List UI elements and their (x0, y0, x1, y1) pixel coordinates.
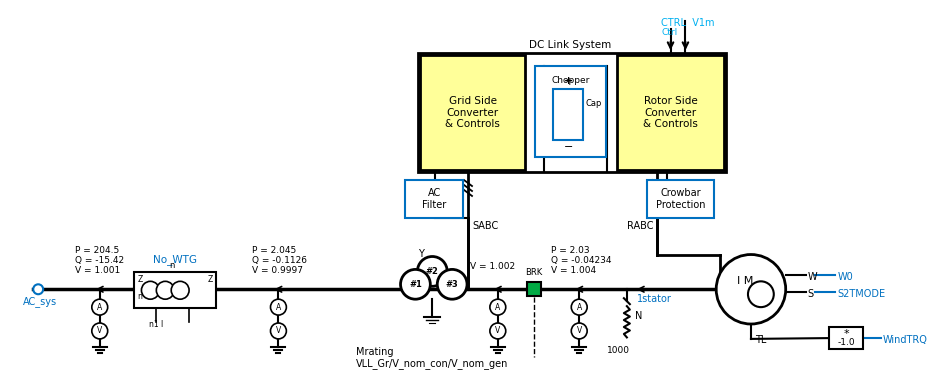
Circle shape (490, 299, 506, 315)
Text: WindTRQ: WindTRQ (883, 335, 928, 345)
Text: Z: Z (208, 276, 213, 284)
Text: A: A (577, 302, 582, 312)
FancyBboxPatch shape (617, 55, 724, 170)
FancyBboxPatch shape (534, 66, 606, 157)
Text: 1stator: 1stator (637, 294, 672, 304)
Text: TL: TL (755, 335, 766, 345)
Text: n1 I: n1 I (149, 320, 164, 329)
Text: +: + (564, 76, 573, 86)
Text: Crowbar
Protection: Crowbar Protection (656, 188, 705, 210)
Text: A: A (495, 302, 500, 312)
FancyBboxPatch shape (406, 180, 464, 218)
Text: #2: #2 (426, 267, 439, 276)
FancyBboxPatch shape (527, 282, 540, 296)
Text: RABC: RABC (627, 221, 654, 231)
Text: Y: Y (418, 249, 424, 258)
FancyBboxPatch shape (553, 89, 583, 140)
Text: #3: #3 (446, 280, 459, 289)
Text: A: A (97, 302, 102, 312)
Circle shape (437, 269, 467, 299)
Text: V: V (97, 326, 102, 336)
Circle shape (748, 281, 774, 307)
Text: AC
Filter: AC Filter (422, 188, 447, 210)
Text: AC_sys: AC_sys (24, 296, 58, 307)
Text: W: W (808, 272, 817, 282)
Text: No_WTG: No_WTG (153, 255, 197, 266)
Text: Chopper: Chopper (552, 76, 589, 85)
Text: Rotor Side
Converter
& Controls: Rotor Side Converter & Controls (643, 96, 698, 129)
Circle shape (156, 281, 174, 299)
Text: #1: #1 (409, 280, 422, 289)
FancyBboxPatch shape (420, 55, 525, 170)
Text: Cap: Cap (586, 99, 602, 108)
Text: −: − (564, 142, 573, 152)
Circle shape (33, 284, 44, 294)
Text: BRK: BRK (525, 268, 542, 277)
Text: DC Link System: DC Link System (529, 40, 611, 50)
Text: I M: I M (737, 276, 753, 286)
Text: Mrating
VLL_Gr/V_nom_con/V_nom_gen: Mrating VLL_Gr/V_nom_con/V_nom_gen (356, 347, 508, 369)
Circle shape (490, 323, 506, 339)
Text: n: n (137, 292, 142, 301)
Text: V: V (276, 326, 281, 336)
Text: A: A (276, 302, 281, 312)
Text: Ctrl: Ctrl (661, 28, 678, 37)
Text: SABC: SABC (472, 221, 499, 231)
Circle shape (142, 281, 159, 299)
Circle shape (271, 323, 287, 339)
Text: V = 1.002: V = 1.002 (470, 263, 516, 271)
Text: Z: Z (137, 276, 143, 284)
Text: CTRL  V1m: CTRL V1m (660, 18, 714, 28)
Text: V: V (577, 326, 582, 336)
Text: V: V (495, 326, 500, 336)
Text: Grid Side
Converter
& Controls: Grid Side Converter & Controls (445, 96, 499, 129)
Circle shape (417, 256, 447, 286)
Text: -1.0: -1.0 (837, 338, 855, 347)
Circle shape (171, 281, 189, 299)
Text: n: n (169, 261, 175, 271)
Text: S2TMODE: S2TMODE (837, 289, 885, 299)
Circle shape (271, 299, 287, 315)
Circle shape (716, 255, 786, 324)
Text: 1000: 1000 (607, 346, 630, 355)
Text: P = 204.5
Q = -15.42
V = 1.001: P = 204.5 Q = -15.42 V = 1.001 (75, 245, 124, 276)
Text: *: * (844, 329, 850, 339)
Circle shape (400, 269, 430, 299)
Text: P = 2.03
Q = -0.04234
V = 1.004: P = 2.03 Q = -0.04234 V = 1.004 (552, 245, 612, 276)
Circle shape (92, 299, 108, 315)
FancyBboxPatch shape (134, 272, 216, 308)
Circle shape (571, 299, 587, 315)
Circle shape (571, 323, 587, 339)
Text: N: N (635, 311, 642, 321)
FancyBboxPatch shape (647, 180, 714, 218)
Text: S: S (808, 289, 814, 299)
Text: P = 2.045
Q = -0.1126
V = 0.9997: P = 2.045 Q = -0.1126 V = 0.9997 (252, 245, 307, 276)
FancyBboxPatch shape (830, 327, 863, 349)
Text: W0: W0 (837, 272, 853, 282)
Circle shape (92, 323, 108, 339)
